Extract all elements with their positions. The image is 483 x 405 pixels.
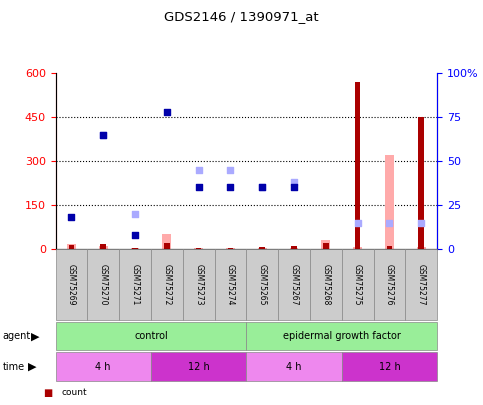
Point	[163, 26, 170, 32]
Bar	[355, 82, 360, 249]
Bar	[100, 244, 106, 249]
Bar	[418, 117, 424, 249]
Point	[227, 166, 234, 173]
Text: GDS2146 / 1390971_at: GDS2146 / 1390971_at	[164, 10, 319, 23]
Text: ▶: ▶	[28, 362, 36, 371]
Point	[290, 179, 298, 185]
Point	[322, 43, 330, 50]
Point	[258, 184, 266, 191]
Bar	[353, 247, 362, 249]
Point	[99, 131, 107, 138]
Text: ▶: ▶	[31, 331, 40, 341]
Point	[385, 220, 393, 226]
Bar	[164, 243, 170, 249]
Bar	[132, 247, 138, 249]
Point	[322, 52, 330, 58]
Bar	[196, 247, 201, 249]
Point	[258, 184, 266, 191]
Point	[227, 184, 234, 191]
Text: GSM75265: GSM75265	[258, 264, 267, 305]
Bar	[385, 155, 394, 249]
Bar	[417, 247, 426, 249]
Text: GSM75270: GSM75270	[99, 264, 108, 305]
Text: GSM75276: GSM75276	[385, 264, 394, 305]
Bar	[386, 246, 392, 249]
Text: count: count	[62, 388, 87, 397]
Text: GSM75269: GSM75269	[67, 264, 76, 305]
Text: GSM75272: GSM75272	[162, 264, 171, 305]
Text: 12 h: 12 h	[379, 362, 400, 371]
Bar	[226, 247, 235, 249]
Text: GSM75273: GSM75273	[194, 264, 203, 305]
Bar	[322, 240, 330, 249]
Bar	[290, 247, 298, 249]
Text: GSM75271: GSM75271	[130, 264, 140, 305]
Text: GSM75277: GSM75277	[417, 264, 426, 305]
Text: agent: agent	[2, 331, 30, 341]
Text: 12 h: 12 h	[188, 362, 210, 371]
Text: 4 h: 4 h	[286, 362, 302, 371]
Bar	[227, 247, 233, 249]
Bar	[323, 243, 328, 249]
Bar	[99, 245, 108, 249]
Point	[290, 184, 298, 191]
Text: GSM75268: GSM75268	[321, 264, 330, 305]
Text: GSM75267: GSM75267	[289, 264, 298, 305]
Bar	[258, 247, 267, 249]
Bar	[194, 247, 203, 249]
Point	[195, 166, 202, 173]
Text: control: control	[134, 331, 168, 341]
Bar	[69, 245, 74, 249]
Point	[163, 109, 170, 115]
Point	[68, 43, 75, 50]
Point	[99, 131, 107, 138]
Point	[131, 232, 139, 238]
Bar	[291, 246, 297, 249]
Text: GSM75275: GSM75275	[353, 264, 362, 305]
Text: epidermal growth factor: epidermal growth factor	[283, 331, 401, 341]
Point	[195, 184, 202, 191]
Bar	[162, 234, 171, 249]
Bar	[67, 244, 76, 249]
Text: ■: ■	[43, 388, 53, 398]
Bar	[131, 247, 140, 249]
Point	[131, 211, 139, 217]
Text: time: time	[2, 362, 25, 371]
Bar	[259, 247, 265, 249]
Point	[68, 214, 75, 221]
Text: GSM75274: GSM75274	[226, 264, 235, 305]
Point	[417, 220, 425, 226]
Point	[354, 220, 361, 226]
Text: 4 h: 4 h	[96, 362, 111, 371]
